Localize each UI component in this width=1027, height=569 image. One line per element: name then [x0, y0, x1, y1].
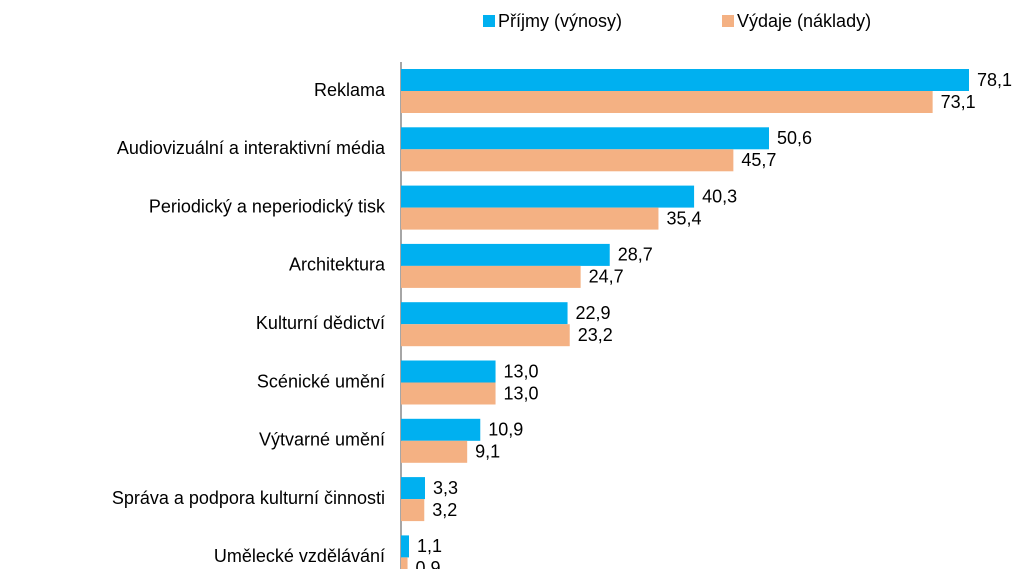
bar — [401, 69, 969, 91]
bar — [401, 302, 568, 325]
bar — [401, 91, 933, 113]
value-label: 24,7 — [589, 267, 624, 287]
category-label: Reklama — [314, 80, 386, 100]
value-label: 13,0 — [504, 361, 539, 381]
value-label: 3,2 — [432, 500, 457, 520]
value-label: 50,6 — [777, 128, 812, 148]
bar — [401, 440, 468, 463]
bar — [401, 243, 610, 266]
category-label: Správa a podpora kulturní činnosti — [112, 488, 385, 508]
legend-label: Příjmy (výnosy) — [498, 11, 622, 31]
value-label: 78,1 — [977, 70, 1012, 90]
category-label: Scénické umění — [257, 371, 385, 391]
value-label: 40,3 — [702, 186, 737, 206]
category-label: Výtvarné umění — [259, 430, 385, 450]
value-label: 22,9 — [576, 303, 611, 323]
bar — [401, 185, 695, 208]
value-label: 73,1 — [941, 92, 976, 112]
legend-swatch — [722, 15, 734, 27]
value-label: 45,7 — [741, 150, 776, 170]
category-label: Periodický a neperiodický tisk — [149, 196, 386, 216]
bar — [401, 324, 570, 347]
bar — [401, 557, 408, 569]
category-label: Umělecké vzdělávání — [214, 546, 385, 566]
bar — [401, 382, 496, 405]
value-label: 13,0 — [504, 383, 539, 403]
bar — [401, 149, 734, 172]
value-label: 28,7 — [618, 245, 653, 265]
value-label: 3,3 — [433, 478, 458, 498]
value-label: 10,9 — [488, 420, 523, 440]
value-label: 35,4 — [666, 208, 701, 228]
bar — [401, 477, 425, 500]
bar — [401, 127, 769, 150]
category-label: Architektura — [289, 255, 386, 275]
value-label: 9,1 — [475, 442, 500, 462]
bar — [401, 418, 481, 441]
value-label: 1,1 — [417, 536, 442, 556]
bar — [401, 499, 425, 522]
bar — [401, 535, 409, 558]
value-label: 0,9 — [416, 558, 441, 569]
bar — [401, 360, 496, 383]
value-label: 23,2 — [578, 325, 613, 345]
legend-swatch — [483, 15, 495, 27]
bar — [401, 207, 659, 230]
bar — [401, 265, 581, 288]
category-label: Kulturní dědictví — [256, 313, 385, 333]
legend-label: Výdaje (náklady) — [737, 11, 871, 31]
category-label: Audiovizuální a interaktivní média — [117, 138, 386, 158]
